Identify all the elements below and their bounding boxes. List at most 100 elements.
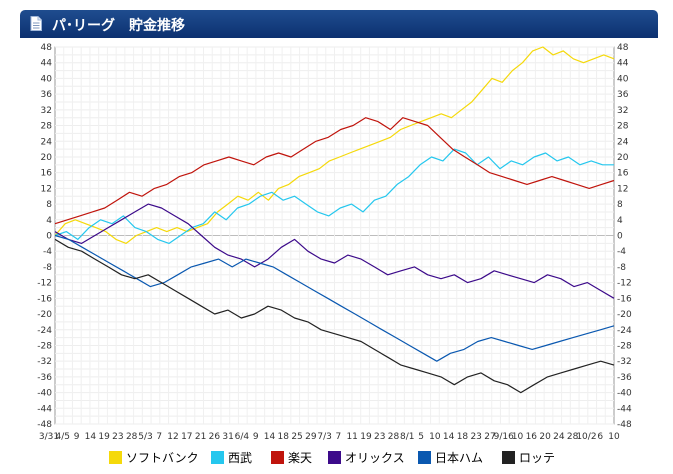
y-tick-label-left: 40 bbox=[41, 74, 53, 84]
y-tick-label-right: -4 bbox=[617, 247, 626, 257]
x-tick-label: 8/1 bbox=[400, 432, 414, 442]
document-icon bbox=[30, 16, 42, 31]
x-tick-label: 14 bbox=[264, 432, 276, 442]
x-tick-label: 28 bbox=[126, 432, 138, 442]
x-tick-label: 9/16 bbox=[494, 432, 514, 442]
chart-grid bbox=[54, 46, 615, 425]
legend-swatch bbox=[271, 451, 284, 464]
y-tick-label-right: -36 bbox=[617, 373, 632, 383]
y-tick-label-left: -48 bbox=[37, 420, 52, 430]
y-tick-label-right: 36 bbox=[617, 90, 629, 100]
x-tick-label: 24 bbox=[553, 432, 565, 442]
legend-swatch bbox=[211, 451, 224, 464]
y-tick-label-right: 12 bbox=[617, 184, 628, 194]
x-tick-label: 9 bbox=[74, 432, 80, 442]
y-tick-label-left: 0 bbox=[46, 232, 52, 242]
y-tick-label-left: 48 bbox=[41, 43, 53, 53]
x-tick-label: 31 bbox=[222, 432, 233, 442]
legend-label: 西武 bbox=[228, 451, 252, 465]
x-tick-label: 23 bbox=[470, 432, 481, 442]
x-tick-label: 11 bbox=[346, 432, 357, 442]
y-tick-label-left: 16 bbox=[41, 169, 53, 179]
y-tick-label-right: -20 bbox=[617, 310, 632, 320]
legend-label: ロッテ bbox=[519, 451, 555, 465]
series-line bbox=[54, 148, 614, 244]
legend-label: 日本ハム bbox=[435, 451, 483, 465]
chart-legend: ソフトバンク 西武 楽天 オリックス 日本ハム ロッテ bbox=[109, 451, 555, 465]
y-tick-label-right: -8 bbox=[617, 263, 626, 273]
series-line bbox=[54, 117, 615, 225]
x-tick-label: 29 bbox=[305, 432, 317, 442]
x-tick-label: 23 bbox=[374, 432, 385, 442]
x-tick-label: 21 bbox=[195, 432, 206, 442]
x-tick-label: 14 bbox=[443, 432, 455, 442]
y-tick-label-right: -44 bbox=[617, 404, 632, 414]
x-tick-label: 10 bbox=[429, 432, 441, 442]
y-tick-label-right: -28 bbox=[617, 341, 632, 351]
y-tick-label-right: -16 bbox=[617, 294, 632, 304]
series-line bbox=[54, 238, 615, 394]
x-tick-label: 18 bbox=[278, 432, 290, 442]
x-tick-label: 6 bbox=[597, 432, 603, 442]
y-tick-label-right: 16 bbox=[617, 169, 629, 179]
x-tick-label: 7 bbox=[156, 432, 162, 442]
x-tick-label: 9 bbox=[253, 432, 259, 442]
y-tick-label-right: 48 bbox=[617, 43, 629, 53]
y-tick-label-left: -20 bbox=[37, 310, 52, 320]
y-tick-label-left: 32 bbox=[41, 106, 52, 116]
x-tick-label: 20 bbox=[539, 432, 551, 442]
x-tick-label: 19 bbox=[98, 432, 110, 442]
series-line bbox=[54, 46, 615, 244]
x-tick-label: 5 bbox=[418, 432, 424, 442]
y-tick-label-left: 44 bbox=[41, 59, 53, 69]
legend-swatch bbox=[109, 451, 122, 464]
y-tick-label-right: 44 bbox=[617, 59, 629, 69]
series-line bbox=[54, 234, 615, 362]
y-tick-label-right: 24 bbox=[617, 137, 629, 147]
y-tick-label-left: -4 bbox=[43, 247, 52, 257]
y-tick-label-left: -28 bbox=[37, 341, 52, 351]
legend-label: ソフトバンク bbox=[126, 451, 199, 465]
x-tick-label: 10 bbox=[512, 432, 524, 442]
legend-swatch bbox=[418, 451, 431, 464]
y-tick-label-right: -12 bbox=[617, 279, 632, 289]
y-tick-label-left: -8 bbox=[43, 263, 52, 273]
y-tick-label-left: -36 bbox=[37, 373, 52, 383]
legend-swatch bbox=[328, 451, 341, 464]
x-tick-label: 7/3 bbox=[317, 432, 331, 442]
y-tick-label-left: 20 bbox=[41, 153, 53, 163]
x-tick-label: 7 bbox=[336, 432, 342, 442]
chart-title: パ･リーグ 貯金推移 bbox=[52, 18, 185, 34]
y-tick-label-left: -32 bbox=[37, 357, 52, 367]
x-tick-label: 16 bbox=[526, 432, 538, 442]
y-tick-label-left: -40 bbox=[37, 389, 52, 399]
x-tick-label: 12 bbox=[167, 432, 178, 442]
x-tick-label: 17 bbox=[181, 432, 192, 442]
y-tick-label-left: 28 bbox=[41, 122, 53, 132]
y-tick-label-left: 4 bbox=[46, 216, 52, 226]
legend-label: オリックス bbox=[345, 451, 405, 465]
y-tick-label-right: -32 bbox=[617, 357, 632, 367]
x-tick-label: 10/2 bbox=[576, 432, 596, 442]
chart-series bbox=[54, 46, 615, 394]
x-tick-label: 14 bbox=[85, 432, 97, 442]
x-tick-label: 4/5 bbox=[56, 432, 70, 442]
x-tick-label: 27 bbox=[484, 432, 495, 442]
y-tick-label-right: 4 bbox=[617, 216, 623, 226]
y-tick-label-right: -24 bbox=[617, 326, 632, 336]
y-tick-label-left: -24 bbox=[37, 326, 52, 336]
x-tick-label: 23 bbox=[112, 432, 123, 442]
y-tick-label-left: 24 bbox=[41, 137, 53, 147]
y-tick-label-left: -16 bbox=[37, 294, 52, 304]
x-tick-label: 6/4 bbox=[235, 432, 250, 442]
legend-label: 楽天 bbox=[288, 451, 312, 465]
y-tick-label-left: 12 bbox=[41, 184, 52, 194]
y-tick-label-right: 40 bbox=[617, 74, 629, 84]
x-tick-label: 25 bbox=[291, 432, 302, 442]
y-tick-label-right: -40 bbox=[617, 389, 632, 399]
y-tick-label-left: 36 bbox=[41, 90, 53, 100]
x-tick-label: 19 bbox=[360, 432, 372, 442]
y-tick-label-left: 8 bbox=[46, 200, 52, 210]
